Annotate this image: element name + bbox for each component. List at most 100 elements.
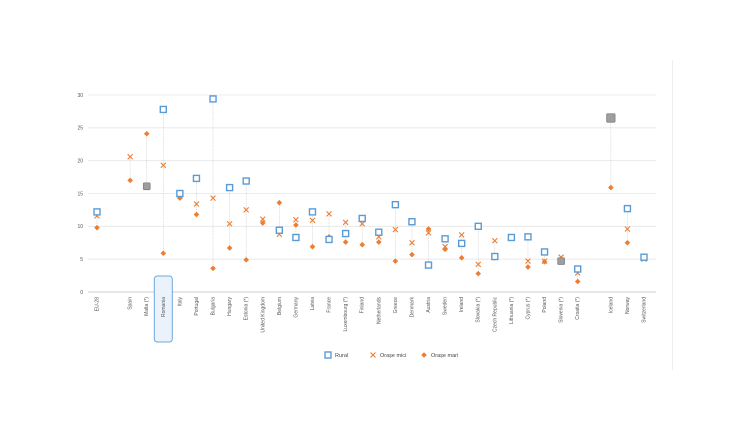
point-ora-e-mici (458, 231, 465, 238)
point-ora-e-mici (243, 207, 250, 213)
x-tick-label: Cyprus (*) (525, 297, 531, 320)
legend-label: Rural (335, 353, 348, 359)
point-ora-e-mari (127, 177, 133, 184)
x-tick-label: Romania (161, 297, 167, 317)
x-tick-label: Spain (128, 297, 134, 310)
point-rural (275, 226, 284, 234)
point-ora-e-mici (624, 226, 631, 232)
point-ora-e-mari (259, 220, 266, 226)
point-ora-e-mici (342, 219, 349, 226)
x-tick-label: Italy (177, 297, 183, 307)
x-tick-label: Belgium (277, 297, 283, 315)
point-rural (573, 265, 582, 273)
x-tick-label: Switzerland (642, 297, 648, 323)
point-ora-e-mici (127, 153, 134, 160)
chart-frame: 0 5 10 15 20 25 30 EU-28 Spain Malta (*) Romania It… (60, 60, 673, 370)
point-ora-e-mici (293, 216, 299, 223)
point-ora-e-mici (259, 216, 266, 222)
point-rural (457, 239, 466, 248)
chart: 0 5 10 15 20 25 30 EU-28 Spain Malta (*) Romania It… (77, 93, 656, 359)
x-tick-label: Hungary (227, 297, 233, 316)
x-tick-label: Croatia (*) (575, 297, 581, 320)
legend-label: Orașe mici (380, 353, 406, 359)
legend-marker (370, 352, 376, 358)
point-rural (441, 235, 449, 243)
point-ora-e-mari (359, 241, 366, 248)
x-tick-label: Denmark (409, 297, 415, 318)
y-tick-label: 20 (77, 158, 83, 164)
point-rural (524, 233, 532, 241)
x-tick-label: United Kingdom (260, 297, 266, 333)
point-rural (308, 208, 317, 216)
point-ora-e-mici (541, 258, 548, 265)
point-rural (375, 228, 383, 236)
point-ora-e-mari (608, 184, 614, 191)
x-tick-label: Greece (393, 297, 399, 314)
point-rural (540, 248, 549, 256)
legend-marker (324, 351, 332, 359)
point-rural (159, 105, 168, 114)
x-tick-label: Netherlands (376, 297, 382, 324)
point-rural (391, 200, 400, 209)
point-ora-e-mari (309, 243, 316, 250)
point-ora-e-mici (491, 237, 498, 244)
point-rural (209, 95, 217, 103)
point-ora-e-mari (210, 265, 216, 272)
point-ora-e-mici (475, 261, 482, 268)
x-tick-label: Poland (542, 297, 548, 313)
point-ora-e-mari (409, 251, 415, 258)
point-rural (176, 189, 184, 198)
legend-label: Orașe mari (431, 353, 458, 359)
point-rural (225, 183, 234, 192)
x-tick-label: Bulgaria (211, 297, 217, 316)
point-ora-e-mici (442, 243, 448, 250)
x-tick-label: Portugal (194, 297, 200, 316)
point-ora-e-mici (309, 217, 316, 224)
point-rural (623, 204, 632, 213)
x-tick-label: Estonia (*) (244, 297, 250, 321)
point-ora-e-mari (574, 278, 581, 285)
point-rural (242, 177, 250, 185)
point-ora-e-mari (243, 257, 249, 263)
point-rural (93, 208, 101, 216)
x-tick-label: France (327, 297, 333, 313)
point-ora-e-mici (210, 195, 216, 201)
point-ora-e-mici (193, 201, 200, 207)
point-ora-e-mari (624, 239, 631, 246)
x-tick-label: Finland (360, 297, 366, 314)
point-ora-e-mari (392, 258, 399, 264)
point-ora-e-mici (160, 162, 167, 169)
point-rural (325, 235, 333, 244)
point-rural (640, 253, 648, 261)
x-tick-label: Austria (426, 297, 432, 313)
point-ora-e-mari (442, 246, 448, 253)
point-ora-e-mari (425, 226, 432, 232)
point-rural (358, 214, 366, 223)
point-ora-e-mari (94, 224, 100, 231)
point-ora-e-mari (293, 222, 299, 228)
point-rural (292, 233, 300, 242)
point-rural (424, 261, 433, 269)
point-ora-e-mari (143, 130, 150, 137)
y-tick-label: 15 (77, 191, 83, 197)
point-rural (507, 233, 516, 242)
x-tick-label: Iceland (608, 297, 614, 313)
point-ora-e-mari (475, 270, 482, 277)
point-ora-e-mari (177, 195, 183, 201)
point-ora-e-mari (375, 239, 382, 245)
legend-marker (421, 352, 427, 358)
y-tick-label: 30 (77, 93, 83, 99)
point-ora-e-mici (392, 226, 399, 233)
x-tick-label: Malta (*) (144, 297, 150, 316)
y-tick-label: 10 (77, 224, 83, 230)
x-tick-label: Latvia (310, 297, 316, 311)
point-ora-e-mici (226, 220, 233, 227)
point-rural (192, 174, 201, 183)
x-tick-label: Ireland (459, 297, 465, 313)
point-combined (142, 182, 151, 191)
point-rural (408, 218, 416, 226)
point-combined (606, 113, 616, 123)
x-tick-label: Slovakia (*) (476, 297, 482, 323)
point-rural (491, 252, 499, 261)
x-tick-label: Germany (293, 297, 299, 318)
